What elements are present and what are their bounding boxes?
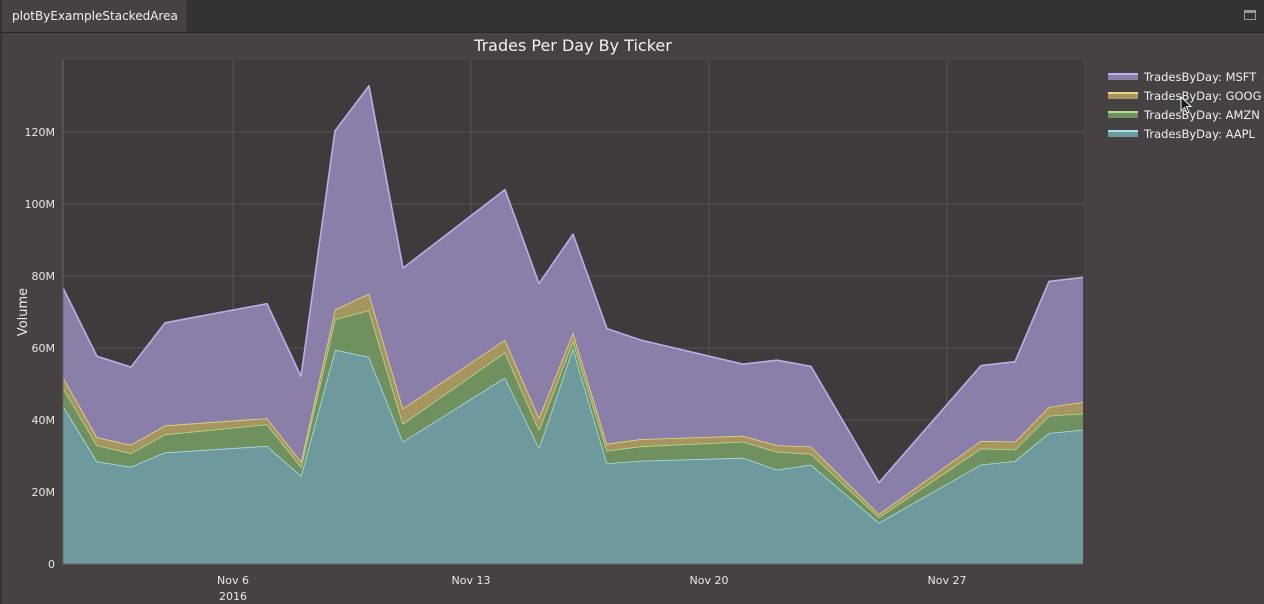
legend-swatch — [1108, 92, 1138, 99]
left-edge — [0, 32, 2, 604]
legend-label: TradesByDay: AMZN — [1144, 107, 1260, 122]
legend-item-amzn[interactable]: TradesByDay: AMZN — [1108, 105, 1262, 124]
chart-title: Trades Per Day By Ticker — [473, 36, 672, 55]
y-tick-label: 0 — [48, 558, 55, 571]
legend-swatch — [1108, 130, 1138, 137]
legend-item-msft[interactable]: TradesByDay: MSFT — [1108, 67, 1262, 86]
y-tick-label: 40M — [32, 414, 56, 427]
tab-plot[interactable]: plotByExampleStackedArea — [2, 0, 186, 32]
mouse-cursor-icon — [1180, 96, 1193, 114]
legend-item-goog[interactable]: TradesByDay: GOOG — [1108, 86, 1262, 105]
x-tick-label: Nov 27 — [928, 574, 967, 587]
area-aapl — [63, 348, 1083, 564]
legend-label: TradesByDay: AAPL — [1144, 126, 1255, 141]
x-tick-year-label: 2016 — [219, 590, 247, 603]
maximize-icon[interactable] — [1244, 10, 1256, 20]
axes: 0 20M 40M 60M 80M 100M 120M Nov 6 2016 Nov 13 Nov … — [25, 60, 1083, 603]
y-tick-label: 120M — [25, 126, 56, 139]
legend-swatch — [1108, 73, 1138, 80]
series-areas — [62, 85, 1084, 564]
y-tick-label: 20M — [32, 486, 56, 499]
x-tick-label: Nov 13 — [452, 574, 491, 587]
area-goog — [63, 293, 1083, 518]
x-tick-label: Nov 20 — [690, 574, 729, 587]
series-line-msft — [62, 85, 1084, 484]
tab-bar: plotByExampleStackedArea — [0, 0, 1264, 33]
legend-label: TradesByDay: GOOG — [1144, 88, 1262, 103]
legend-item-aapl[interactable]: TradesByDay: AAPL — [1108, 124, 1262, 143]
y-axis-label: Volume — [16, 288, 31, 336]
tab-label: plotByExampleStackedArea — [12, 9, 178, 23]
x-tick-label: Nov 6 — [217, 574, 249, 587]
y-tick-label: 60M — [32, 342, 56, 355]
y-tick-label: 80M — [32, 270, 56, 283]
y-tick-label: 100M — [25, 198, 56, 211]
area-msft — [63, 85, 1083, 515]
legend: TradesByDay: MSFT TradesByDay: GOOG Trades… — [1108, 67, 1262, 143]
legend-swatch — [1108, 111, 1138, 118]
legend-label: TradesByDay: MSFT — [1144, 69, 1257, 84]
